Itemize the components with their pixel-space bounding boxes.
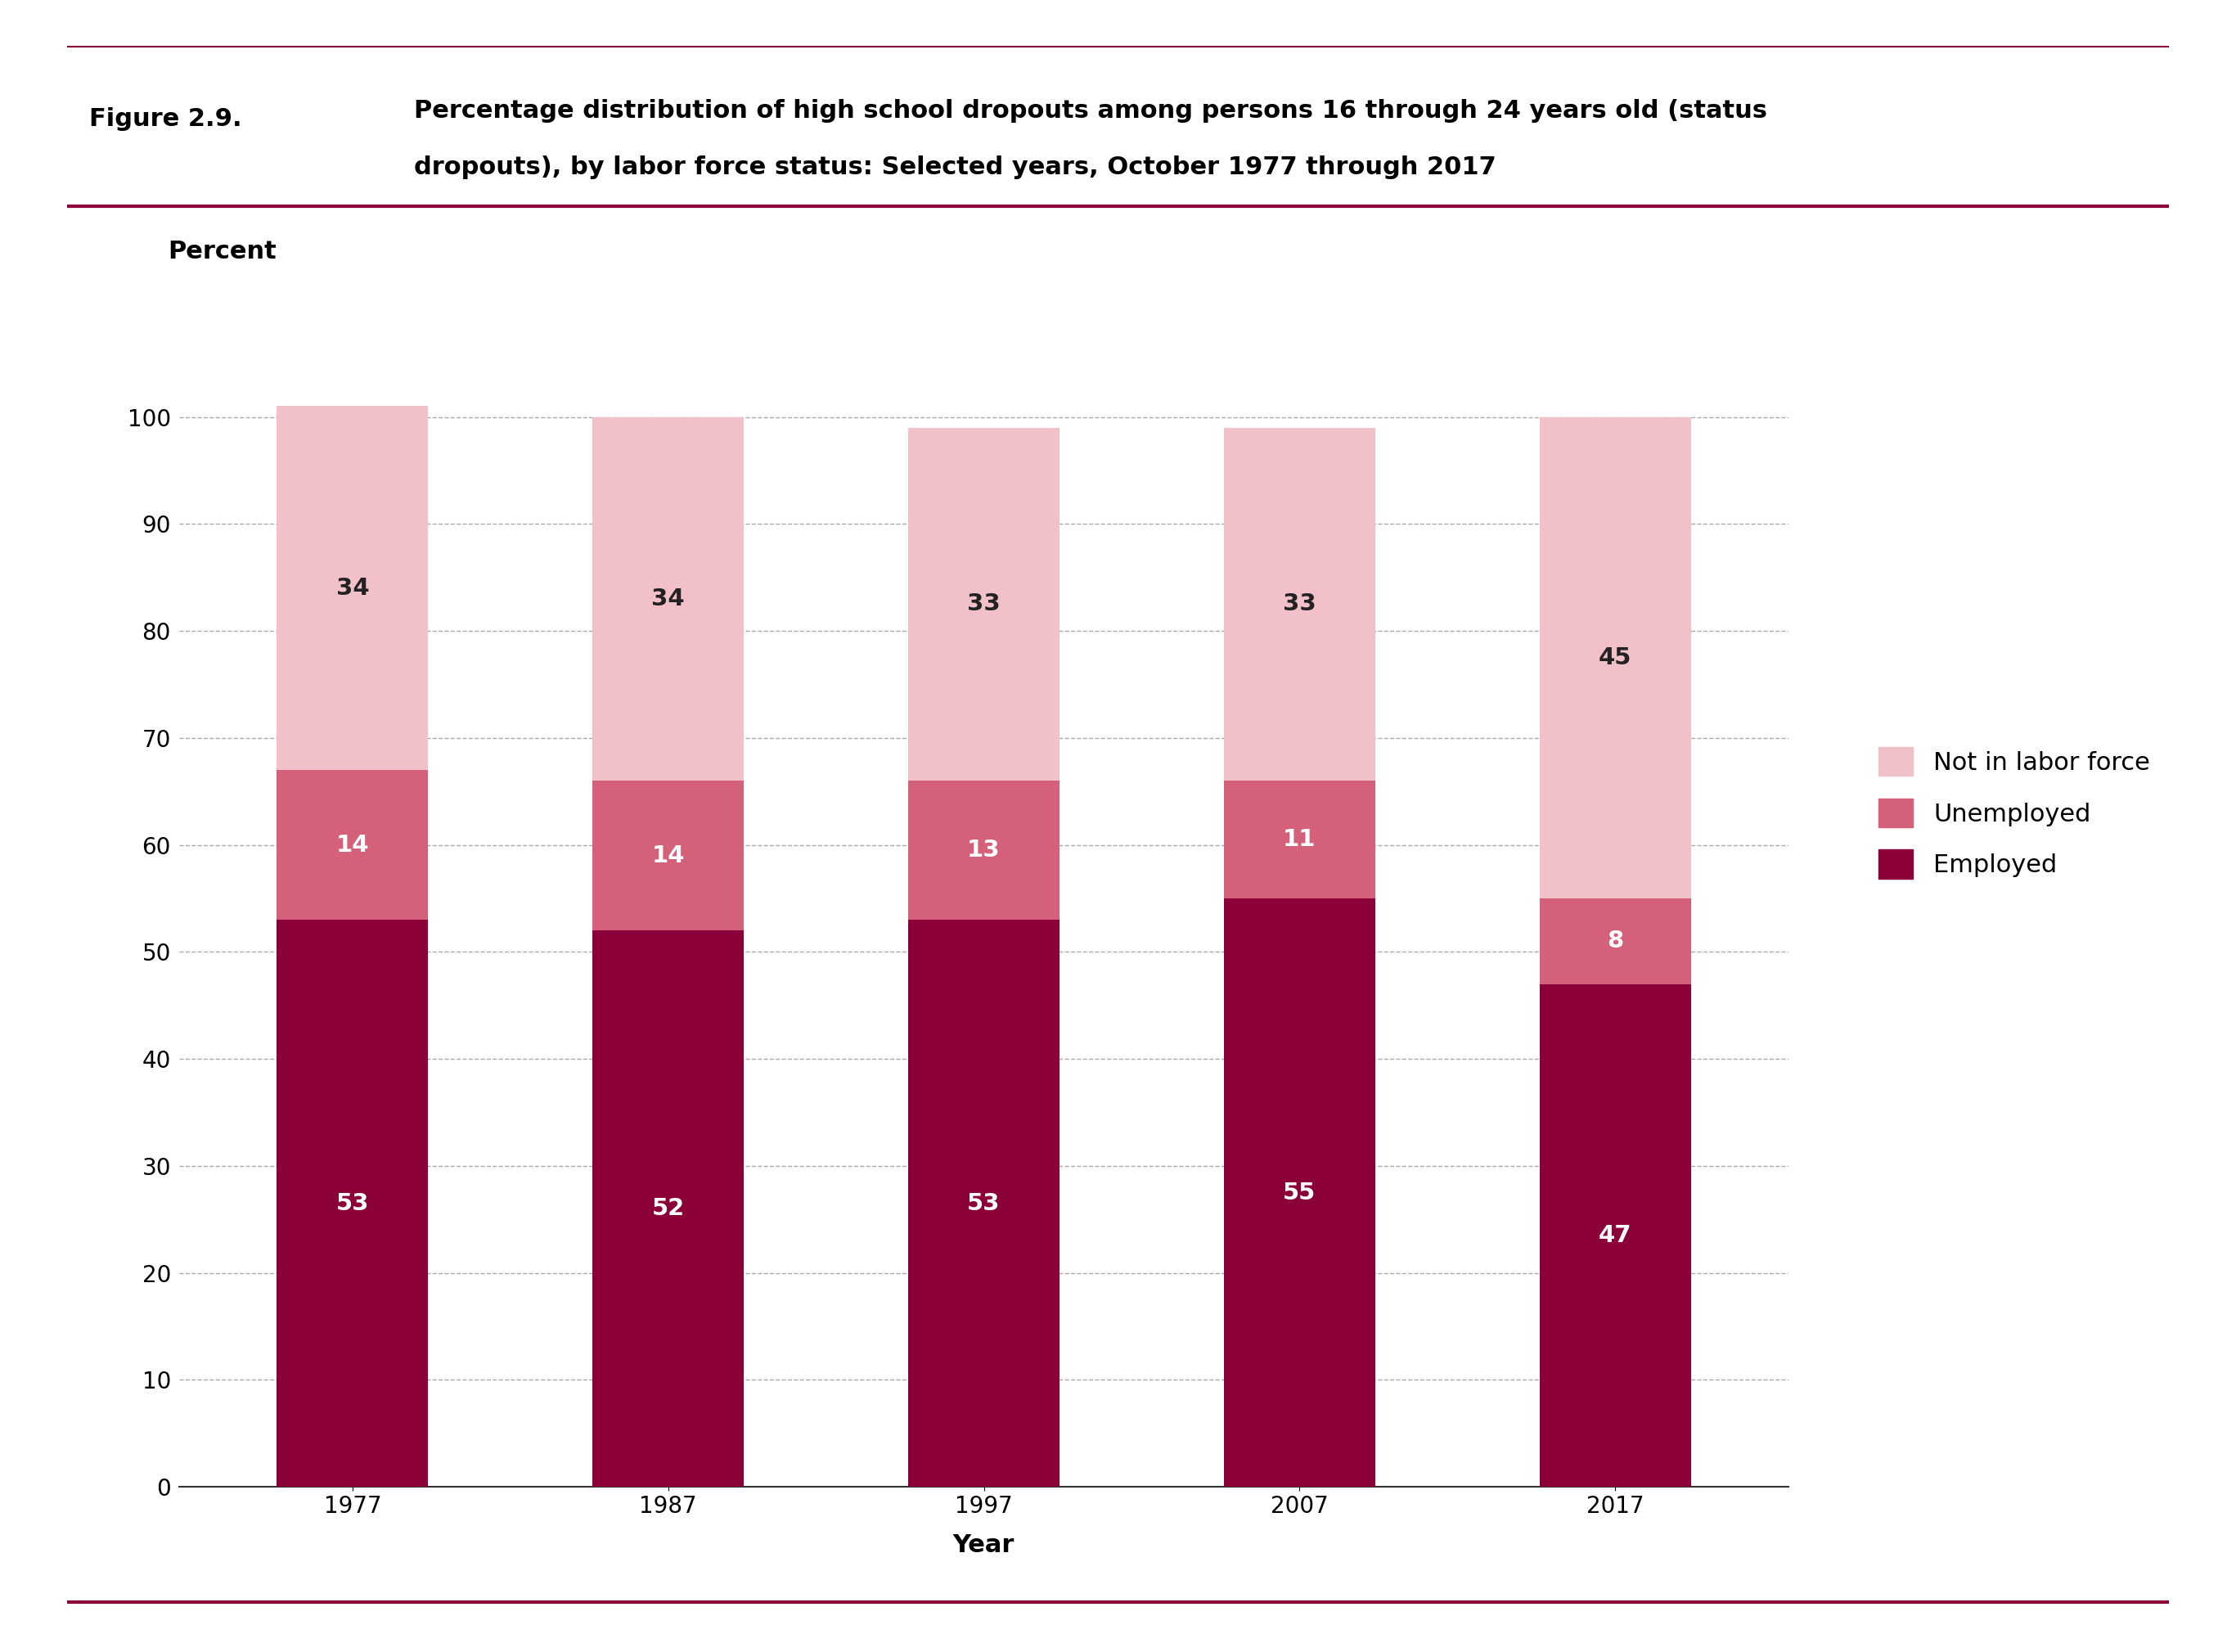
Bar: [277, 406, 429, 770]
Text: 13: 13: [968, 839, 999, 862]
Text: dropouts), by labor force status: Selected years, October 1977 through 2017: dropouts), by labor force status: Select…: [414, 155, 1496, 178]
Bar: [908, 920, 1060, 1487]
Bar: [593, 781, 745, 930]
Text: 33: 33: [968, 593, 999, 616]
Text: 33: 33: [1283, 593, 1317, 616]
Bar: [277, 770, 429, 920]
Text: 14: 14: [651, 844, 684, 867]
Text: Percentage distribution of high school dropouts among persons 16 through 24 year: Percentage distribution of high school d…: [414, 99, 1766, 122]
Text: 34: 34: [651, 588, 684, 610]
Bar: [1538, 985, 1690, 1487]
Bar: [908, 781, 1060, 920]
Bar: [1223, 781, 1375, 899]
Text: Percent: Percent: [168, 240, 277, 263]
Bar: [908, 428, 1060, 781]
Bar: [1538, 416, 1690, 899]
Text: 11: 11: [1283, 828, 1317, 851]
Text: 8: 8: [1608, 930, 1623, 953]
Text: 47: 47: [1599, 1224, 1632, 1247]
Text: 55: 55: [1283, 1181, 1317, 1204]
Legend: Not in labor force, Unemployed, Employed: Not in labor force, Unemployed, Employed: [1865, 735, 2162, 890]
Text: 45: 45: [1599, 646, 1632, 669]
Bar: [277, 920, 429, 1487]
Bar: [593, 930, 745, 1487]
Bar: [593, 416, 745, 781]
Text: 14: 14: [335, 833, 369, 856]
Text: 34: 34: [335, 577, 369, 600]
Text: Figure 2.9.: Figure 2.9.: [89, 107, 241, 131]
X-axis label: Year: Year: [953, 1533, 1015, 1558]
Text: 53: 53: [968, 1191, 999, 1214]
Bar: [1223, 428, 1375, 781]
Text: 52: 52: [651, 1198, 684, 1221]
Bar: [1538, 899, 1690, 985]
Bar: [1223, 899, 1375, 1487]
Text: 53: 53: [335, 1191, 369, 1214]
